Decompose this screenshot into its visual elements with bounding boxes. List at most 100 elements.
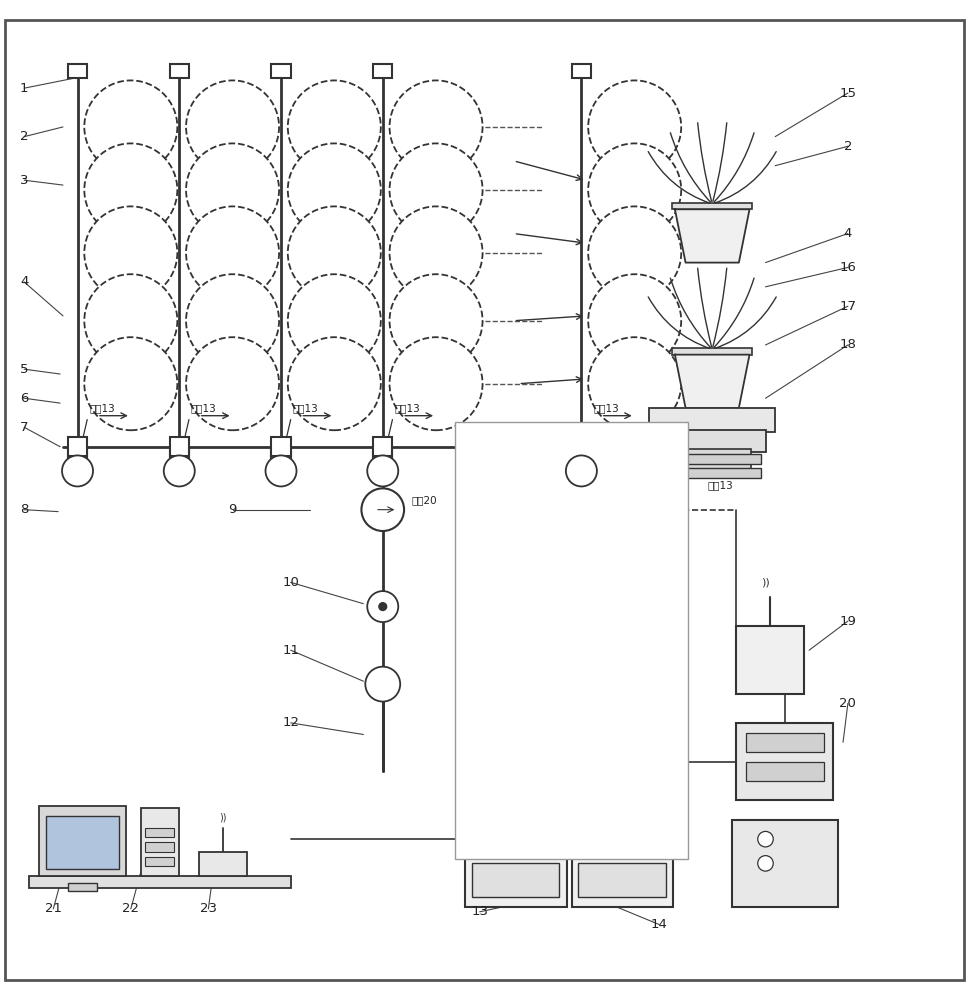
Bar [199,852,247,876]
Bar [141,808,179,876]
Bar [673,449,751,476]
Bar [472,820,559,854]
Circle shape [390,206,483,299]
Text: 2: 2 [20,130,28,143]
Bar [373,437,392,456]
Bar [672,203,752,209]
Circle shape [186,80,279,173]
Text: 23: 23 [200,902,217,915]
Bar [572,437,591,456]
Text: 1: 1 [20,82,28,95]
Circle shape [588,274,681,367]
Text: 15: 15 [839,87,857,100]
Circle shape [390,80,483,173]
Text: 5: 5 [20,363,28,376]
Circle shape [288,206,381,299]
Bar [46,816,119,869]
Text: 21: 21 [45,902,62,915]
Circle shape [288,80,381,173]
Bar [373,447,392,461]
Bar [465,713,567,907]
Text: 2: 2 [844,140,852,153]
Text: 10: 10 [282,576,299,589]
Text: )): )) [219,813,227,823]
Text: 20: 20 [839,697,857,710]
Bar [732,820,838,907]
Bar [145,842,174,852]
Circle shape [84,143,177,236]
Text: 14: 14 [650,918,668,931]
Bar [68,64,87,78]
Text: 3: 3 [20,174,28,187]
Circle shape [367,455,398,486]
Bar [472,734,559,768]
Circle shape [588,337,681,430]
Circle shape [390,143,483,236]
Circle shape [266,455,297,486]
Circle shape [288,143,381,236]
Circle shape [186,143,279,236]
Text: 17: 17 [839,300,857,313]
Circle shape [288,274,381,367]
Bar [145,828,174,837]
Bar [578,820,666,854]
Text: 接至13: 接至13 [593,403,619,413]
Text: 接至20: 接至20 [412,495,437,505]
Circle shape [588,80,681,173]
Circle shape [84,80,177,173]
Circle shape [390,337,483,430]
Circle shape [758,831,773,847]
Bar [736,626,804,694]
Bar [572,447,591,461]
Text: 11: 11 [282,644,299,657]
Text: 22: 22 [122,902,140,915]
Bar [271,64,291,78]
Text: 12: 12 [282,716,299,729]
Text: 4: 4 [844,227,852,240]
Circle shape [62,455,93,486]
Bar [29,876,291,888]
Bar [271,447,291,461]
Bar [68,447,87,461]
Text: 接至13: 接至13 [191,403,217,413]
Bar [170,437,189,456]
Circle shape [186,274,279,367]
Text: )): )) [761,577,770,587]
Text: 9: 9 [229,503,236,516]
Bar [649,408,775,432]
Bar [455,422,688,859]
Bar [601,439,616,454]
Bar [664,454,761,464]
Circle shape [186,337,279,430]
Bar [271,437,291,456]
Bar [68,437,87,456]
Circle shape [390,274,483,367]
Circle shape [379,603,387,610]
Circle shape [361,488,404,531]
Polygon shape [674,209,749,263]
Text: 接至13: 接至13 [293,403,319,413]
Circle shape [566,455,597,486]
Bar [664,468,761,478]
Bar [746,762,824,781]
Text: 19: 19 [839,615,857,628]
Circle shape [84,274,177,367]
Bar [39,806,126,876]
Text: 接至13: 接至13 [394,403,421,413]
Bar [572,64,591,78]
Text: 6: 6 [20,392,28,405]
Text: 18: 18 [839,338,857,351]
Circle shape [588,143,681,236]
Bar [572,713,673,907]
Bar [472,863,559,897]
Circle shape [365,667,400,702]
Bar [659,430,766,452]
Text: 13: 13 [471,905,488,918]
Bar [68,883,97,891]
Bar [145,857,174,866]
Text: 接至13: 接至13 [707,480,734,490]
Circle shape [164,455,195,486]
Bar [578,863,666,897]
Bar [578,734,666,768]
Circle shape [84,337,177,430]
